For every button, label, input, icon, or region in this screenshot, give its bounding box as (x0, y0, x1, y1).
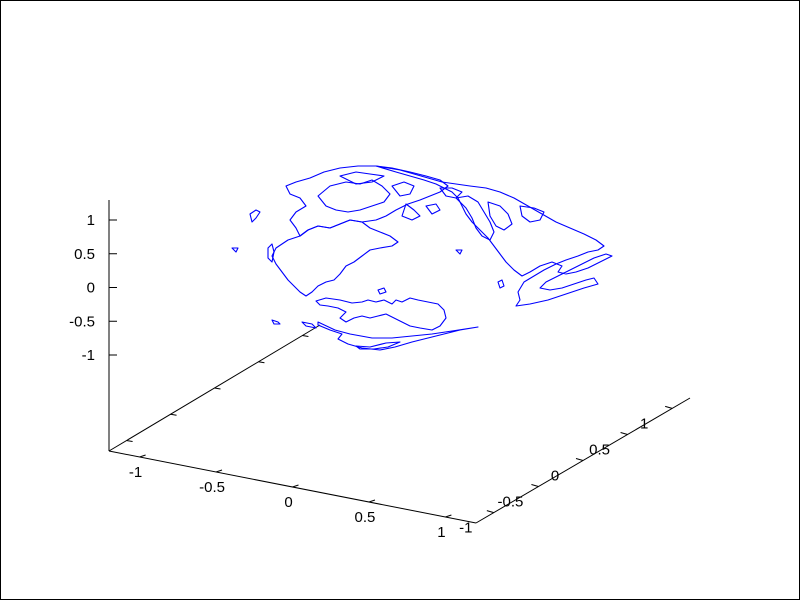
coastline-path (455, 195, 495, 241)
y-tick-label: -0.5 (497, 494, 523, 511)
z-tick-label: 0.5 (74, 246, 95, 263)
x-tick-label: 1 (437, 524, 445, 541)
x-tick-mark (215, 469, 223, 473)
axes-group: -1 -0.5 0 0.5 1 -1 -0.5 0 0.5 1 1 0.5 0 -0.5 -1 (69, 200, 691, 541)
back-edge-tick (126, 440, 133, 442)
z-tick-label: -1 (82, 347, 95, 364)
back-edge-tick (214, 387, 221, 390)
x-tick-label: 0 (284, 494, 292, 511)
x-tick-label: -0.5 (199, 479, 225, 496)
y-tick-mark (575, 458, 584, 461)
coastline-path (391, 181, 415, 197)
coastline-path (487, 201, 513, 231)
z-tick-label: -0.5 (69, 313, 95, 330)
x-tick-mark (139, 454, 146, 458)
coastline-path (285, 165, 449, 237)
back-edge-tick (258, 361, 265, 364)
z-tick-label: 1 (87, 212, 95, 229)
back-edge-tick (302, 335, 309, 337)
y-tick-label: 1 (640, 415, 648, 432)
coastline-path (375, 165, 613, 307)
coastline-path (271, 319, 281, 325)
coastline-path (455, 249, 463, 255)
z-tick-label: 0 (87, 280, 95, 297)
x-tick-label: 0.5 (355, 509, 376, 526)
y-tick-label: 0 (551, 468, 559, 485)
coastline-path (317, 179, 391, 213)
coastline-path (339, 171, 385, 185)
coastline-path (401, 203, 421, 221)
y-tick-mark (665, 405, 673, 409)
x-tick-mark (445, 514, 452, 518)
coastline-path (315, 297, 447, 331)
y-tick-label: 0.5 (589, 441, 610, 458)
x-tick-label: -1 (129, 464, 142, 481)
coastline-path (267, 243, 275, 263)
y-tick-mark (620, 431, 628, 435)
y-tick-mark (486, 510, 494, 514)
coastline-series (231, 165, 613, 351)
y-tick-mark (531, 484, 539, 488)
coastline-path (439, 187, 463, 199)
coastline-path (249, 209, 261, 223)
x-tick-mark (292, 484, 299, 488)
coastline-path (425, 203, 441, 215)
coastline-path (231, 247, 239, 253)
coastline-path (317, 321, 479, 351)
coastline-path (301, 321, 317, 329)
x-tick-mark (368, 499, 376, 503)
back-edge-tick (170, 413, 177, 416)
y-tick-label: -1 (459, 520, 472, 537)
coastline-path (497, 279, 505, 289)
coastline-path (355, 341, 401, 350)
coastline-path (271, 219, 399, 297)
coastline-path (377, 287, 387, 295)
coastline-path (519, 205, 545, 223)
